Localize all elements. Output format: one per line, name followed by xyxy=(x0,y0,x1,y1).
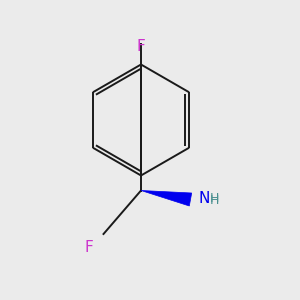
Text: N: N xyxy=(198,191,209,206)
Text: H: H xyxy=(210,192,219,205)
Text: F: F xyxy=(136,39,146,54)
Polygon shape xyxy=(141,190,192,206)
Text: H: H xyxy=(210,194,219,207)
Text: F: F xyxy=(84,240,93,255)
